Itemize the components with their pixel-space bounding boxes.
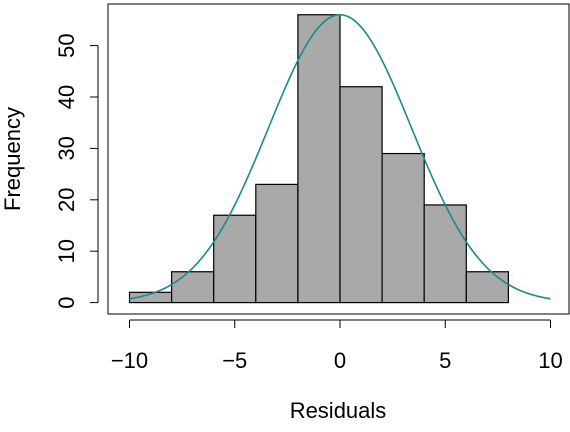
curve-layer bbox=[129, 13, 551, 300]
plot-frame bbox=[107, 3, 570, 315]
y-axis-label: Frequency bbox=[0, 107, 25, 211]
normal-density-curve bbox=[129, 13, 551, 300]
x-axis-label: Residuals bbox=[290, 398, 387, 423]
y-tick-label-2: 20 bbox=[54, 188, 79, 212]
histogram-bar-4 bbox=[297, 14, 341, 304]
y-axis: 0 10 20 30 40 50 bbox=[54, 33, 99, 309]
histogram-bar-7 bbox=[423, 204, 467, 304]
bars-layer bbox=[128, 14, 509, 304]
y-tick-label-4: 40 bbox=[54, 85, 79, 109]
histogram-bar-3 bbox=[255, 183, 299, 304]
histogram-bar-5 bbox=[339, 86, 383, 304]
y-tick-label-0: 0 bbox=[54, 296, 79, 308]
histogram-bar-1 bbox=[171, 271, 215, 304]
x-axis: −10 −5 0 5 10 bbox=[111, 319, 563, 373]
histogram-bar-8 bbox=[465, 271, 509, 304]
histogram-bar-6 bbox=[381, 152, 425, 304]
x-tick-label-3: 5 bbox=[439, 348, 451, 373]
x-tick-label-2: 0 bbox=[334, 348, 346, 373]
y-tick-label-3: 30 bbox=[54, 136, 79, 160]
y-tick-label-1: 10 bbox=[54, 239, 79, 263]
x-tick-label-0: −10 bbox=[111, 348, 148, 373]
histogram-bar-2 bbox=[213, 214, 257, 304]
x-tick-label-4: 10 bbox=[538, 348, 562, 373]
x-tick-label-1: −5 bbox=[222, 348, 247, 373]
y-tick-label-5: 50 bbox=[54, 33, 79, 57]
